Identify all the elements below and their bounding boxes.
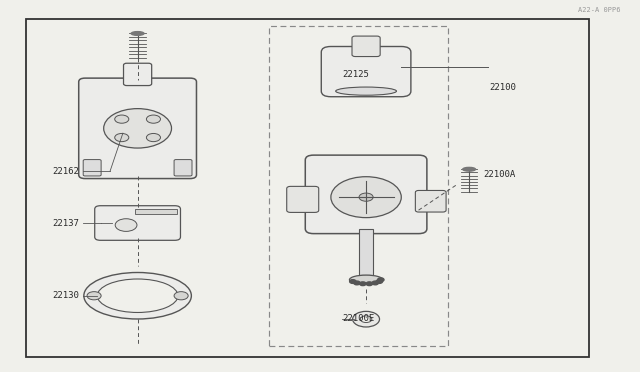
Circle shape (353, 311, 380, 327)
Circle shape (376, 280, 383, 283)
Bar (269, 26, 448, 346)
Text: 22137: 22137 (52, 219, 79, 228)
Text: 22100E: 22100E (342, 314, 374, 323)
Circle shape (147, 115, 161, 123)
Circle shape (366, 282, 372, 286)
Circle shape (104, 109, 172, 148)
FancyBboxPatch shape (124, 63, 152, 86)
Circle shape (354, 281, 360, 285)
FancyBboxPatch shape (95, 206, 180, 240)
FancyBboxPatch shape (415, 190, 446, 212)
Ellipse shape (463, 167, 476, 171)
FancyBboxPatch shape (321, 46, 411, 97)
Text: 22130: 22130 (52, 291, 79, 300)
Text: 22162: 22162 (52, 167, 79, 176)
FancyBboxPatch shape (287, 186, 319, 212)
Circle shape (359, 193, 373, 201)
Circle shape (378, 278, 384, 282)
Ellipse shape (97, 279, 178, 312)
Ellipse shape (84, 272, 191, 319)
Circle shape (349, 280, 356, 283)
FancyBboxPatch shape (352, 36, 380, 57)
Bar (359, 229, 373, 275)
Circle shape (115, 115, 129, 123)
FancyBboxPatch shape (305, 155, 427, 234)
Text: 22100: 22100 (490, 83, 516, 92)
Circle shape (372, 281, 378, 285)
FancyBboxPatch shape (174, 160, 192, 176)
Circle shape (331, 177, 401, 218)
Circle shape (115, 134, 129, 142)
Circle shape (360, 282, 366, 286)
Text: 22125: 22125 (342, 70, 369, 79)
Text: 22100A: 22100A (483, 170, 515, 179)
Text: A22-A 0PP6: A22-A 0PP6 (579, 7, 621, 13)
Circle shape (115, 219, 137, 231)
Circle shape (360, 316, 372, 323)
FancyBboxPatch shape (83, 160, 101, 176)
Circle shape (87, 292, 101, 300)
Ellipse shape (131, 32, 144, 35)
Bar (26, 19, 589, 357)
Bar (135, 209, 177, 214)
Ellipse shape (336, 87, 396, 95)
FancyBboxPatch shape (79, 78, 196, 179)
Circle shape (147, 134, 161, 142)
Circle shape (174, 292, 188, 300)
Ellipse shape (349, 275, 383, 285)
